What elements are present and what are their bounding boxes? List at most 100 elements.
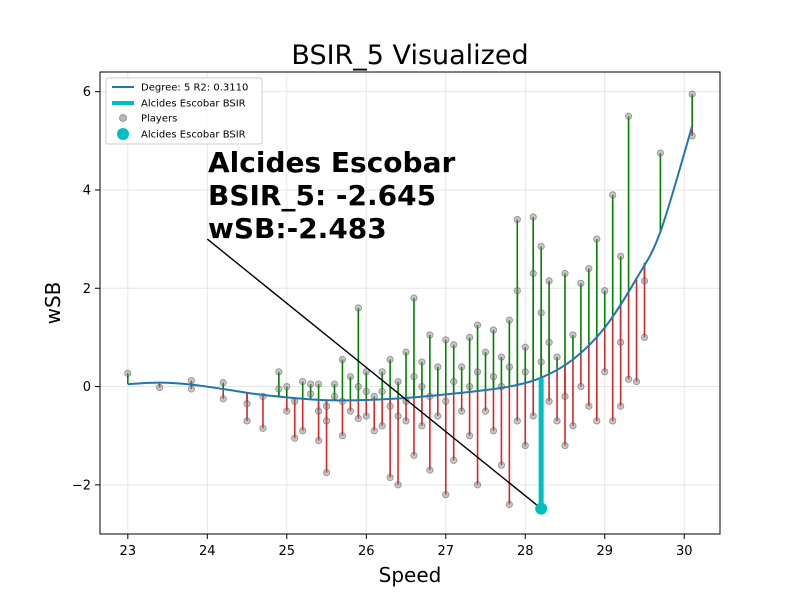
y-tick-label: 6 <box>83 85 91 100</box>
player-point <box>577 279 585 287</box>
player-point <box>466 382 474 391</box>
player-point <box>513 417 521 425</box>
player-point <box>513 215 521 224</box>
residual-lines <box>127 94 693 505</box>
player-point <box>402 417 410 425</box>
player-point <box>362 387 370 396</box>
player-point <box>561 392 569 400</box>
legend-players-swatch <box>119 114 127 122</box>
y-tick-label: 0 <box>83 380 91 395</box>
player-point <box>362 412 370 420</box>
x-tick-label: 26 <box>358 544 375 559</box>
player-point <box>505 363 513 371</box>
player-point <box>577 382 585 391</box>
player-point <box>434 363 442 371</box>
player-point <box>330 380 339 388</box>
player-point <box>505 500 513 509</box>
player-point <box>378 422 386 430</box>
player-point <box>505 316 513 324</box>
legend-label-bsir-line: Alcides Escobar BSIR <box>141 99 246 110</box>
legend-label-fit: Degree: 5 R2: 0.3110 <box>141 83 248 94</box>
player-point <box>489 326 498 334</box>
legend-label-bsir-point: Alcides Escobar BSIR <box>141 130 246 141</box>
player-point <box>259 424 267 432</box>
player-point <box>473 481 482 489</box>
player-point <box>481 407 490 415</box>
x-tick-label: 24 <box>199 544 216 559</box>
player-point <box>307 380 315 388</box>
player-point <box>585 264 593 273</box>
player-point <box>585 402 593 410</box>
fit-curve-line <box>127 125 694 402</box>
player-point <box>418 358 426 366</box>
player-point <box>314 407 323 415</box>
y-axis-ticks: −2 0 2 4 6 <box>72 85 100 493</box>
player-point <box>481 348 490 356</box>
player-point <box>617 252 625 260</box>
player-point <box>426 466 434 474</box>
player-point <box>688 90 696 98</box>
x-tick-label: 25 <box>279 544 296 559</box>
x-axis-ticks: 23 24 25 26 27 28 29 30 <box>120 534 693 559</box>
player-point <box>632 378 641 386</box>
player-point <box>322 402 331 410</box>
player-point <box>299 378 307 386</box>
player-point <box>529 269 537 278</box>
player-points <box>124 90 696 509</box>
player-point <box>593 235 601 243</box>
player-point <box>346 373 354 381</box>
player-point <box>410 294 418 302</box>
player-point <box>219 395 227 403</box>
player-point <box>378 368 386 376</box>
player-point <box>450 341 458 349</box>
x-tick-label: 30 <box>676 544 693 559</box>
player-point <box>442 397 450 405</box>
player-point <box>609 191 617 199</box>
player-point <box>410 451 418 459</box>
player-point <box>545 397 553 405</box>
player-point <box>187 377 196 385</box>
player-point <box>458 363 466 371</box>
player-point <box>418 382 426 391</box>
player-point <box>370 427 378 435</box>
player-point <box>322 417 331 425</box>
player-point <box>497 461 506 469</box>
player-point <box>354 414 362 423</box>
player-point <box>656 149 664 157</box>
player-point <box>219 379 227 387</box>
player-point <box>442 336 450 344</box>
annotation-arrow <box>206 238 542 510</box>
x-tick-label: 29 <box>596 544 613 559</box>
player-point <box>314 437 323 445</box>
player-point <box>291 434 299 442</box>
player-point <box>569 422 577 430</box>
annotation-wsb: wSB:-2.483 <box>208 212 387 245</box>
player-point <box>601 287 609 295</box>
player-point <box>601 368 609 376</box>
player-point <box>497 353 506 361</box>
player-point <box>338 432 347 440</box>
player-point <box>561 441 569 450</box>
player-point <box>640 277 649 285</box>
player-point <box>394 412 402 420</box>
player-point <box>473 368 482 376</box>
player-point <box>553 417 561 425</box>
player-point <box>442 491 450 499</box>
y-tick-label: −2 <box>72 478 91 493</box>
player-point <box>529 412 537 420</box>
highlight-annotation: Alcides Escobar BSIR_5: -2.645 wSB:-2.48… <box>208 146 455 245</box>
player-point <box>410 373 418 381</box>
player-point <box>330 392 339 400</box>
player-point <box>362 368 370 376</box>
player-point <box>458 407 466 415</box>
player-point <box>346 407 354 415</box>
player-point <box>489 427 498 435</box>
y-tick-label: 2 <box>83 282 91 297</box>
player-point <box>521 441 529 450</box>
legend-label-players: Players <box>141 114 177 125</box>
player-point <box>617 338 625 346</box>
player-point <box>617 402 625 410</box>
player-point <box>299 427 307 435</box>
player-point <box>537 309 545 317</box>
